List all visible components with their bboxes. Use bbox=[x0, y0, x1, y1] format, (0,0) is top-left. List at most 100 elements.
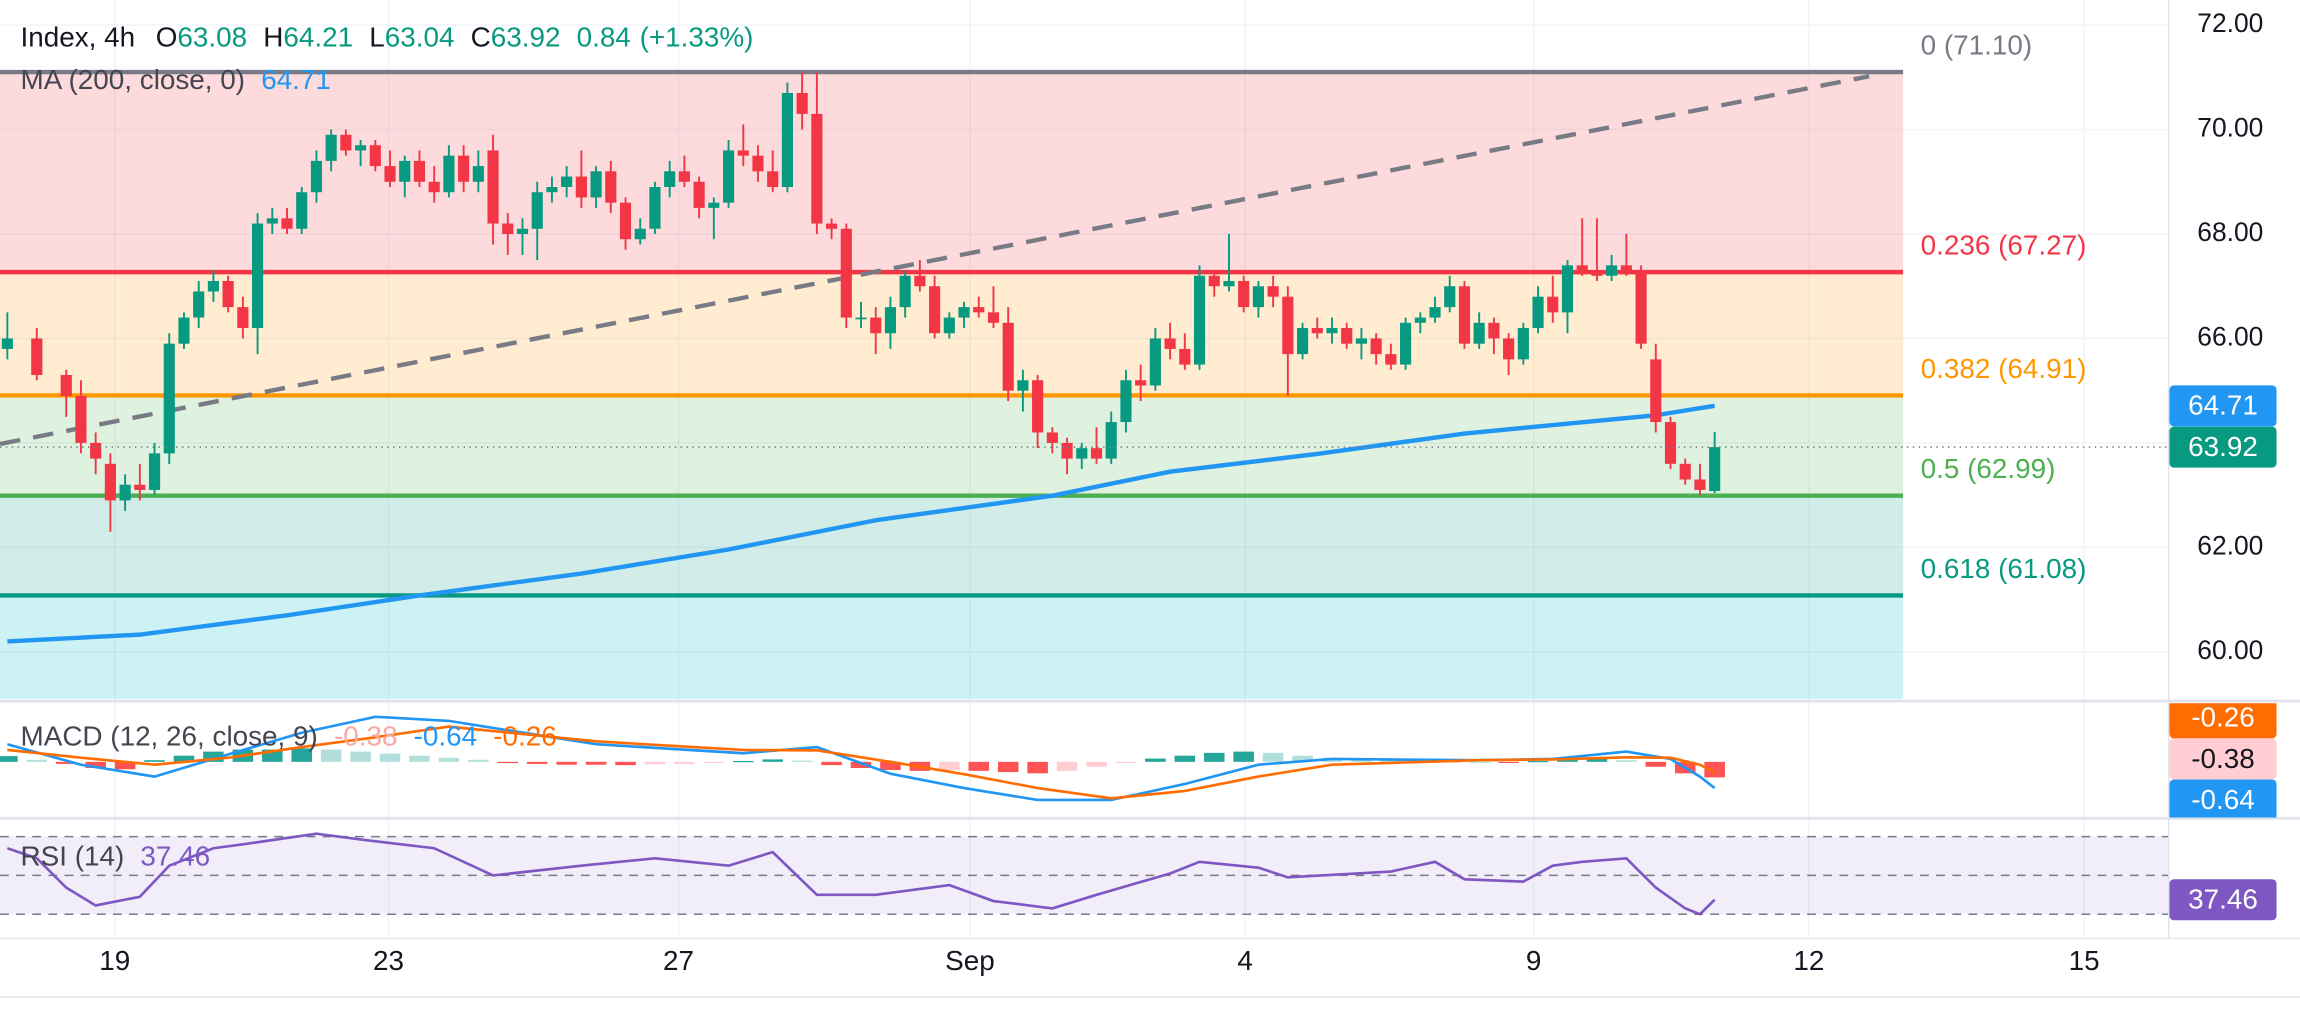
candle-body bbox=[266, 218, 278, 224]
last-price-tag-box bbox=[2169, 426, 2277, 468]
candle-body bbox=[487, 150, 499, 224]
macd-histogram-bar bbox=[1645, 761, 1667, 767]
candle-body bbox=[664, 171, 676, 187]
candle-body bbox=[1650, 359, 1662, 423]
macd-histogram-bar bbox=[114, 761, 136, 770]
grid-layer bbox=[0, 0, 2168, 938]
macd-histogram-bar bbox=[1145, 758, 1166, 762]
macd-layer bbox=[0, 715, 1725, 802]
x-tick-label: Sep bbox=[945, 945, 995, 976]
macd-histogram-bar bbox=[1468, 761, 1490, 764]
macd-histogram-bar bbox=[585, 761, 607, 765]
candle-body bbox=[1385, 354, 1397, 365]
candle-body bbox=[1694, 479, 1706, 490]
moving-average-line bbox=[7, 403, 1716, 644]
rsi-label: RSI (14) bbox=[21, 841, 125, 872]
x-tick-label: 23 bbox=[373, 945, 404, 976]
macd-hist-tag-box bbox=[2169, 738, 2277, 780]
candle-body bbox=[1444, 286, 1456, 308]
candle-body bbox=[590, 171, 602, 198]
candle-body bbox=[943, 317, 955, 334]
macd-histogram-bar bbox=[1557, 759, 1578, 762]
macd-histogram-bar bbox=[762, 759, 783, 762]
macd-histogram-bar bbox=[468, 759, 489, 762]
candle-body bbox=[1429, 307, 1441, 318]
fib-level-label: 0 (71.10) bbox=[1921, 30, 2033, 61]
macd-histogram-bar bbox=[1616, 760, 1637, 762]
macd-histogram-bar bbox=[1262, 752, 1284, 762]
candle-body bbox=[75, 395, 87, 443]
candle-body bbox=[1326, 328, 1338, 334]
macd-histogram-bar bbox=[497, 761, 519, 764]
macd-histogram-bar bbox=[821, 761, 842, 766]
ma-price-tag: 64.71 bbox=[2188, 390, 2258, 421]
macd-histogram-bar bbox=[703, 761, 725, 764]
candle-body bbox=[148, 453, 161, 490]
candle-body bbox=[237, 307, 249, 329]
change-value: 0.84 bbox=[577, 22, 631, 53]
candle-body bbox=[369, 145, 381, 167]
macd-histogram-bar bbox=[203, 751, 224, 762]
candle-body bbox=[1046, 432, 1058, 443]
ohlc-key: C bbox=[471, 22, 491, 53]
rsi-line bbox=[6, 832, 1716, 916]
candle-body bbox=[502, 223, 514, 235]
candle-body bbox=[914, 275, 926, 287]
candle-body bbox=[546, 186, 558, 193]
price-layer bbox=[0, 72, 2168, 644]
ohlc-value: 63.92 bbox=[491, 22, 561, 53]
candle-body bbox=[1620, 265, 1632, 271]
fib-level-label: 0.5 (62.99) bbox=[1921, 453, 2056, 484]
candle-body bbox=[134, 484, 146, 490]
macd-histogram-bar bbox=[939, 761, 960, 771]
candle-body bbox=[310, 160, 323, 193]
candle-body bbox=[1517, 328, 1529, 360]
candle-body bbox=[1135, 380, 1147, 386]
candle-body bbox=[1532, 296, 1544, 329]
macd-histogram-bar bbox=[291, 748, 312, 762]
macd-hist-tag: -0.38 bbox=[2191, 743, 2255, 774]
candle-body bbox=[516, 228, 529, 235]
candle-body bbox=[1296, 328, 1309, 355]
symbol-label: Index, 4h bbox=[21, 22, 136, 53]
macd-histogram-bar bbox=[409, 755, 430, 762]
ohlc-key: H bbox=[263, 22, 283, 53]
macd-histogram-bar bbox=[1380, 760, 1402, 762]
candle-body bbox=[193, 291, 205, 318]
candle-body bbox=[767, 171, 779, 187]
fibonacci-layer: 0 (71.10) 0.236 (67.27) 0.382 (64.91) 0.5 (… bbox=[0, 30, 2086, 699]
macd-macd-tag-box bbox=[2169, 779, 2277, 818]
candle-body bbox=[561, 176, 573, 187]
legend-layer: Index, 4h O63.08 H64.21 L63.04 C63.92 0.84 (+1… bbox=[21, 22, 754, 872]
macd-histogram-bar bbox=[791, 760, 813, 762]
candle-body bbox=[840, 228, 852, 318]
candle-body bbox=[1032, 380, 1044, 433]
candle-body bbox=[605, 171, 617, 203]
macd-macd-value: -0.64 bbox=[414, 721, 478, 752]
candle-body bbox=[1090, 448, 1103, 459]
fib-zone bbox=[0, 272, 1904, 396]
macd-tag-clip: -0.26 -0.38 -0.64 bbox=[2169, 703, 2277, 818]
y-tick-label: 66.00 bbox=[2197, 321, 2263, 351]
x-tick-label: 19 bbox=[99, 945, 130, 976]
candle-body bbox=[752, 155, 764, 172]
ohlc-value: 63.04 bbox=[385, 22, 455, 53]
macd-histogram-bar bbox=[644, 761, 666, 765]
rsi-legend: RSI (14) 37.46 bbox=[21, 841, 211, 872]
candle-body bbox=[163, 343, 175, 454]
candle-body bbox=[251, 223, 264, 329]
y-tick-label: 60.00 bbox=[2197, 635, 2263, 665]
candle-body bbox=[1238, 281, 1250, 308]
rsi-layer bbox=[0, 832, 2168, 916]
y-tick-label: 68.00 bbox=[2197, 217, 2263, 247]
macd-histogram-bar bbox=[850, 761, 872, 768]
macd-histogram-bar bbox=[556, 761, 577, 765]
macd-histogram-bar bbox=[55, 761, 77, 764]
candle-body bbox=[1458, 286, 1471, 344]
macd-histogram-bar bbox=[1203, 752, 1225, 762]
macd-histogram-bar bbox=[674, 761, 695, 764]
ma-price-tag-box bbox=[2169, 385, 2277, 427]
candle-body bbox=[1017, 380, 1029, 391]
